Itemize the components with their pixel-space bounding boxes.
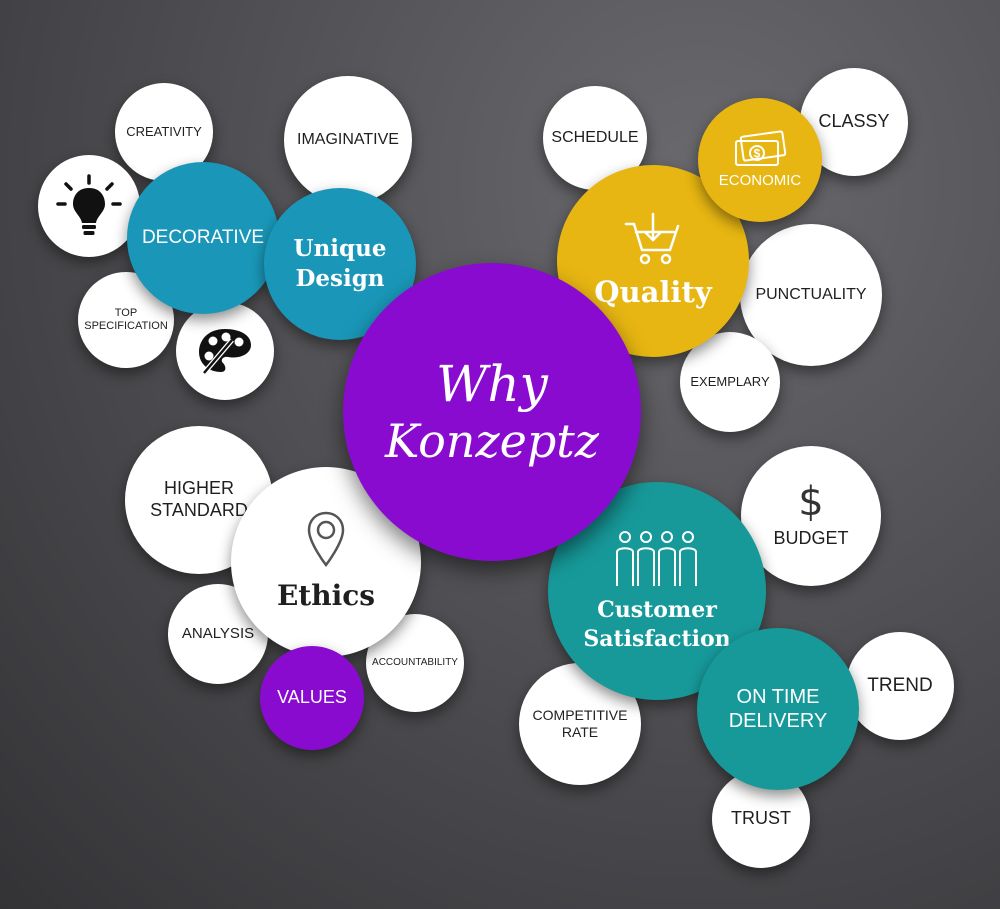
classy-label: CLASSY (818, 111, 890, 132)
punctuality-label: PUNCTUALITY (755, 286, 867, 304)
bubble-decorative: DECORATIVE (127, 162, 279, 314)
unique-label: Unique (293, 235, 387, 263)
svg-text:$: $ (754, 147, 761, 161)
top-label: TOP (114, 306, 138, 319)
imaginative-label: IMAGINATIVE (297, 131, 399, 149)
bubble-on-time-delivery: ON TIME DELIVERY (697, 628, 859, 790)
standard-label: STANDARD (150, 500, 248, 520)
bubble-exemplary: EXEMPLARY (680, 332, 780, 432)
center-why-konzeptz: Why Konzeptz (343, 263, 641, 561)
economic-label: ECONOMIC (718, 172, 802, 189)
delivery-label: DELIVERY (728, 710, 828, 732)
bubble-creativity: CREATIVITY (115, 83, 213, 181)
why-label: Why (436, 355, 548, 414)
customer-label: Customer (597, 597, 717, 624)
bubble-trend: TREND (846, 632, 954, 740)
values-label: VALUES (277, 687, 347, 708)
bubble-punctuality: PUNCTUALITY (740, 224, 882, 366)
dollar-icon: $ (798, 479, 824, 526)
accountability-label: ACCOUNTABILITY (372, 657, 458, 668)
analysis-label: ANALYSIS (181, 625, 255, 642)
trend-label: TREND (867, 674, 933, 696)
bubble-imaginative: IMAGINATIVE (284, 76, 412, 204)
on-time-label: ON TIME (736, 686, 820, 708)
shopping-cart-icon (622, 210, 684, 268)
trust-label: TRUST (731, 808, 791, 829)
lightbulb-icon (54, 174, 124, 238)
specification-label: SPECIFICATION (84, 320, 168, 332)
bubble-idea (38, 155, 140, 257)
design-label: Design (295, 265, 385, 292)
quality-label: Quality (594, 275, 712, 310)
decorative-label: DECORATIVE (141, 226, 265, 248)
schedule-label: SCHEDULE (551, 129, 639, 147)
palette-icon (196, 326, 254, 376)
money-bill-icon: $ (732, 130, 788, 170)
people-icon (611, 528, 703, 588)
ethics-label: Ethics (276, 578, 376, 612)
bubble-palette (176, 302, 274, 400)
budget-label: BUDGET (773, 528, 849, 549)
location-pin-icon (306, 510, 346, 568)
creativity-label: CREATIVITY (126, 124, 202, 140)
higher-label: HIGHER (163, 478, 234, 499)
competitive-label: COMPETITIVE (532, 707, 628, 724)
bubble-budget: $ BUDGET (741, 446, 881, 586)
bubble-values: VALUES (260, 646, 364, 750)
satisfaction-label: Satisfaction (583, 626, 731, 652)
konzeptz-label: Konzeptz (384, 414, 600, 469)
rate-label: RATE (561, 724, 599, 740)
bubble-analysis: ANALYSIS (168, 584, 268, 684)
bubble-economic: $ ECONOMIC (698, 98, 822, 222)
exemplary-label: EXEMPLARY (690, 374, 770, 390)
